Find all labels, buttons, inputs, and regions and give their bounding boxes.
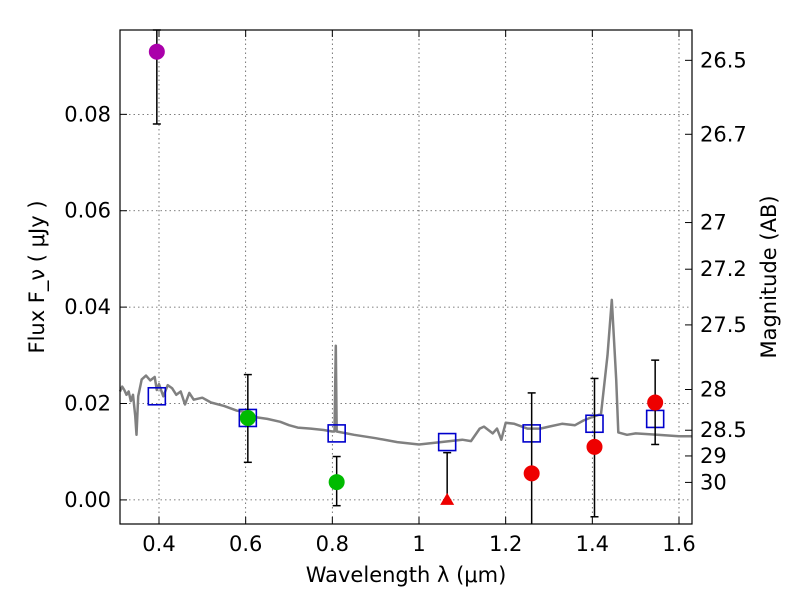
x-tick-label: 0.6 [229,532,262,556]
y-tick-label: 0.06 [64,199,111,223]
observed-point [523,465,540,482]
y-tick-label: 0.02 [64,392,111,416]
y-tick-label: 0.00 [64,488,111,512]
model-spectrum-line [118,298,692,446]
y-tick-labels: 0.00 0.02 0.04 0.06 0.08 [64,102,111,512]
plot-frame [119,29,693,525]
y2-axis-label: Magnitude (AB) [757,195,781,358]
x-tick-label: 1.6 [662,532,695,556]
model-point-square [437,432,457,452]
x-tick-label: 1.2 [489,532,522,556]
y2-tick-label: 28 [700,377,727,401]
upper-limit-triangle [440,492,455,505]
x-tick-label: 1.4 [576,532,609,556]
x-tick-label: 0.4 [142,532,175,556]
y2-tick-label: 26.5 [700,48,747,72]
y2-tick-label: 30 [700,470,727,494]
observed-points [148,29,664,524]
model-point-square [147,386,167,406]
y2-tick-label: 27 [700,211,727,235]
y2-tick-label: 26.7 [700,122,747,146]
x-axis-label: Wavelength λ (μm) [306,563,507,587]
y2-tick-label: 28.5 [700,418,747,442]
y2-tick-label: 27.5 [700,313,747,337]
y-axis-label: Flux F_ν ( μJy ) [25,200,50,353]
y-tick-label: 0.04 [64,295,111,319]
x-tick-label: 0.8 [316,532,349,556]
observed-point [647,394,664,411]
observed-point [586,438,603,455]
x-tick-labels: 0.4 0.6 0.8 1 1.2 1.4 1.6 [142,532,695,556]
x-tick-label: 1 [412,532,425,556]
axis-ticks [120,30,692,524]
observed-point [148,43,165,60]
observed-point [328,474,345,491]
y-tick-label: 0.08 [64,102,111,126]
y2-tick-label: 29 [700,444,727,468]
observed-point [239,409,256,426]
model-points [147,386,665,452]
model-spectrum [118,298,692,446]
model-point-square [327,424,346,443]
grid-lines [120,30,692,524]
y2-tick-label: 27.2 [700,257,747,281]
